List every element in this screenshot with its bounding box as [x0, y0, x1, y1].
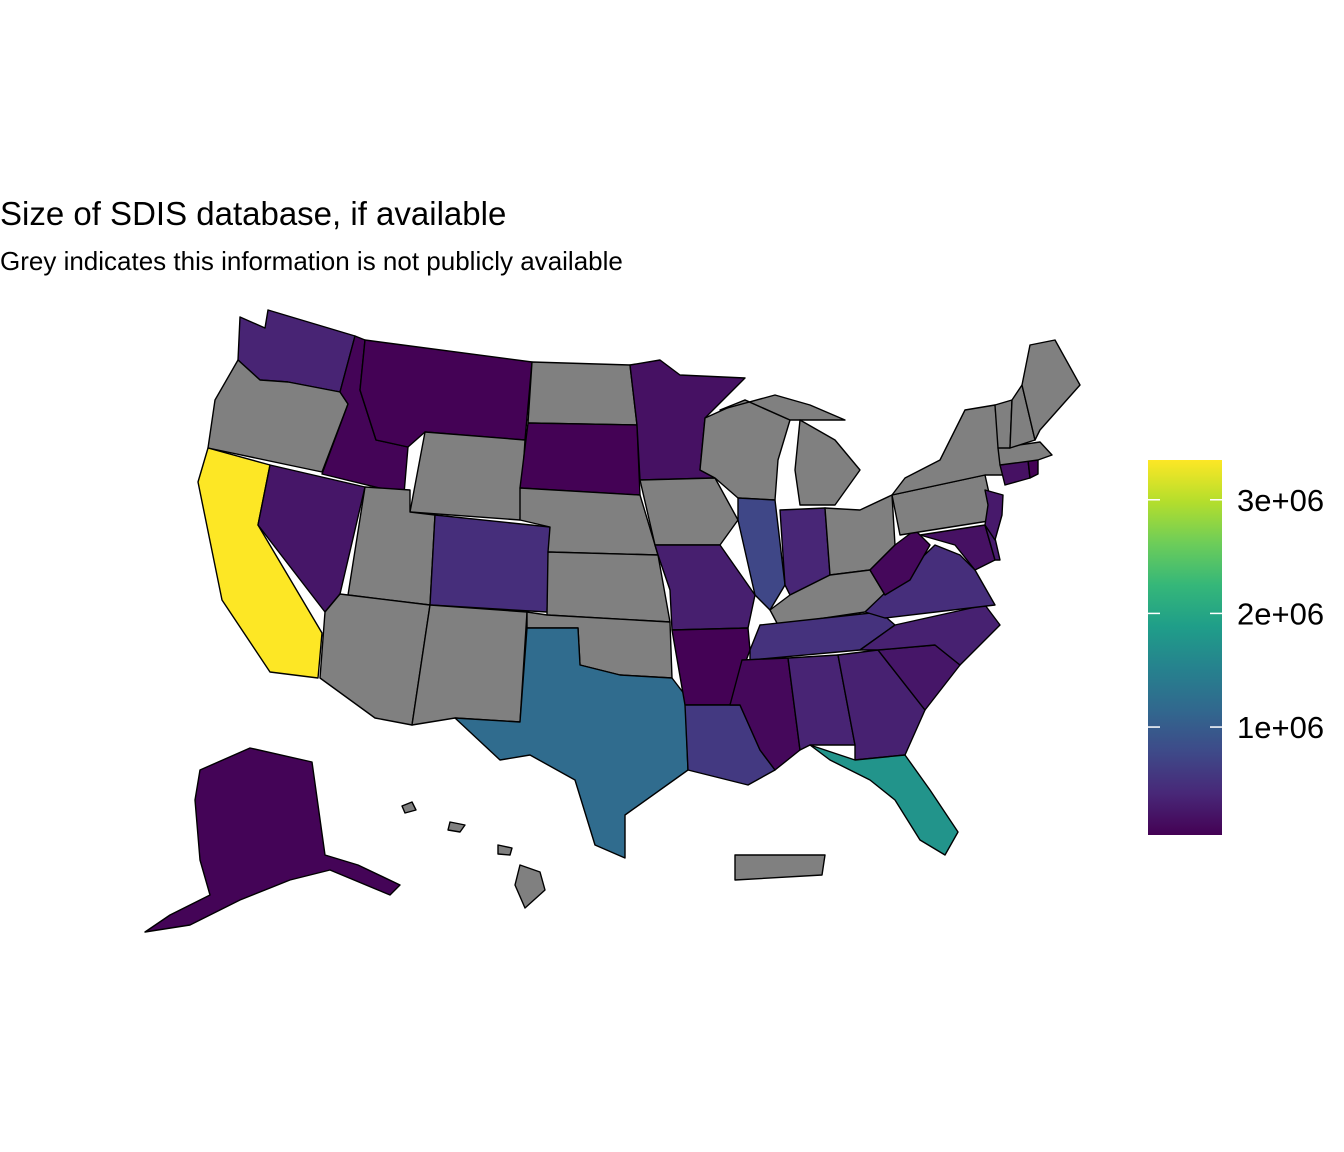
legend-colorbar: [1148, 460, 1222, 835]
state-north-dakota: [527, 361, 638, 426]
legend-tick-label: 1e+06: [1237, 710, 1324, 745]
state-hawaii-maui: [497, 844, 513, 856]
state-hawaii: [514, 864, 546, 909]
state-north-carolina: [859, 604, 1001, 666]
state-arizona: [319, 593, 431, 726]
state-vermont: [994, 399, 1013, 449]
legend-tick-label: 2e+06: [1237, 596, 1324, 631]
state-maine: [1021, 339, 1081, 441]
state-colorado: [429, 514, 551, 613]
state-hawaii-oahu: [447, 821, 466, 833]
state-polygons: [144, 309, 1081, 933]
state-iowa: [639, 477, 739, 546]
state-michigan: [794, 419, 861, 506]
state-new-york: [891, 404, 1006, 496]
state-florida: [809, 744, 959, 856]
chart-subtitle: Grey indicates this information is not p…: [0, 246, 623, 276]
state-maryland: [919, 524, 996, 571]
color-legend: 1e+06 2e+06 3e+06: [1148, 460, 1324, 835]
state-missouri: [654, 544, 756, 631]
state-texas: [454, 627, 689, 859]
state-alaska: [144, 747, 401, 933]
state-hawaii-kauai: [401, 801, 417, 814]
legend-tick-label: 3e+06: [1237, 483, 1324, 518]
state-new-mexico: [411, 604, 528, 726]
state-wyoming: [409, 431, 526, 521]
state-michigan-upper: [719, 394, 846, 421]
state-west-virginia: [869, 529, 931, 596]
state-rhode-island: [1027, 459, 1039, 479]
state-montana: [359, 339, 533, 448]
state-alabama: [787, 654, 856, 751]
chart-title: Size of SDIS database, if available: [0, 195, 506, 232]
state-puerto-rico: [734, 854, 826, 881]
state-south-dakota: [519, 422, 641, 496]
state-new-jersey: [984, 489, 1004, 541]
state-kansas: [546, 551, 671, 623]
